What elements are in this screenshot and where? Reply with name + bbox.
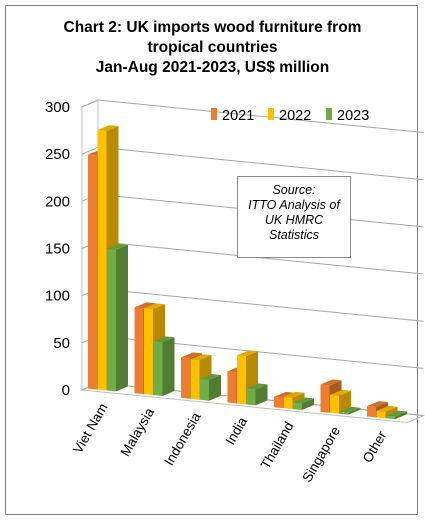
category-label: Thailand	[258, 419, 297, 471]
bar-front	[376, 410, 386, 419]
bar-front	[88, 154, 97, 390]
bar-2023-viet-nam	[107, 244, 128, 392]
bar-top	[134, 302, 156, 309]
legend: 2021 2022 2023	[211, 108, 369, 124]
y-tick-label: 100	[45, 288, 70, 305]
bar-front	[293, 402, 302, 410]
bar-front	[153, 341, 163, 397]
bar-2023-indonesia	[200, 374, 221, 401]
bar-top	[274, 391, 295, 398]
source-line-1: Source:	[272, 183, 316, 197]
source-line-2: ITTO Analysis of	[248, 198, 340, 212]
bar-top	[190, 354, 212, 361]
gridline	[97, 146, 424, 181]
bar-front	[330, 394, 339, 414]
source-line-3: UK HMRC	[264, 213, 324, 227]
bar-front	[144, 308, 153, 396]
source-annotation: Source: ITTO Analysis of UK HMRC Statist…	[237, 176, 351, 258]
bar-front	[97, 130, 107, 391]
bar-side	[395, 411, 407, 420]
bar-top	[330, 389, 351, 396]
bar-side	[209, 374, 221, 401]
bar-2023-thailand	[293, 397, 314, 410]
bar-top	[97, 125, 119, 132]
bar-front	[320, 384, 330, 413]
legend-label-2021: 2021	[222, 108, 254, 124]
y-tick-label: 250	[45, 146, 70, 163]
bar-front	[367, 406, 376, 418]
bar-side	[348, 407, 361, 415]
y-tick-label: 50	[53, 335, 70, 352]
bar-front	[227, 371, 237, 404]
bar-2023-india	[246, 383, 268, 406]
bar-top	[200, 374, 221, 380]
bar-top	[339, 406, 361, 413]
legend-label-2023: 2023	[337, 108, 369, 124]
bar-top	[293, 397, 314, 404]
bar-front	[274, 396, 283, 409]
category-label: Indonesia	[161, 409, 204, 468]
category-label: Viet Nam	[70, 401, 111, 456]
bar-top	[320, 379, 342, 386]
bar-top	[283, 391, 305, 398]
gridline	[97, 99, 424, 134]
bar-front	[386, 415, 395, 420]
bar-front	[283, 396, 293, 410]
bar-2023-singapore	[339, 406, 361, 415]
bar-top	[386, 410, 407, 417]
bar-front	[190, 359, 200, 400]
category-label: Malaysia	[117, 405, 157, 459]
bar-front	[107, 249, 116, 392]
source-line-4: Statistics	[268, 228, 319, 242]
bar-side	[302, 398, 314, 410]
legend-swatch-2021	[211, 108, 217, 120]
bar-2022-singapore	[330, 389, 351, 414]
category-label: Singapore	[299, 424, 343, 485]
gridline-side	[81, 146, 99, 155]
chart-title-line-1: Chart 2: UK imports wood furniture from	[63, 19, 362, 36]
bar-front	[200, 379, 209, 401]
category-label: India	[222, 414, 250, 447]
y-tick-label: 200	[45, 193, 70, 210]
gridline-side	[81, 99, 99, 108]
y-tick-label: 150	[45, 241, 70, 258]
bar-side	[162, 337, 175, 397]
gridline	[97, 288, 424, 322]
bar-2023-malaysia	[153, 336, 175, 397]
bar-front	[339, 411, 349, 415]
bar-top	[107, 244, 128, 250]
bar-top	[144, 303, 165, 310]
bar-front	[237, 355, 246, 405]
chart-title-line-3: Jan-Aug 2021-2023, US$ million	[95, 59, 330, 76]
y-tick-label: 0	[62, 382, 70, 399]
legend-label-2022: 2022	[279, 108, 311, 124]
legend-swatch-2023	[326, 108, 332, 120]
legend-swatch-2022	[268, 108, 274, 120]
bar-side	[116, 244, 128, 392]
bar-front	[181, 357, 190, 399]
bar-top	[153, 336, 175, 343]
bar-2023-other	[386, 410, 407, 420]
bar-side	[255, 384, 268, 406]
category-label: Other	[360, 428, 390, 465]
bar-front	[134, 307, 144, 395]
bars	[88, 125, 407, 420]
bar-top	[237, 350, 258, 357]
y-axis-ticks: 0 50 100 150 200 250 300	[45, 99, 70, 399]
chart-frame	[5, 5, 418, 515]
bar-top	[376, 405, 398, 412]
bar-top	[367, 401, 388, 408]
chart-title: Chart 2: UK imports wood furniture from …	[0, 18, 425, 78]
bar-front	[246, 388, 256, 406]
bar-top	[246, 383, 268, 390]
bar-side	[339, 390, 351, 414]
y-tick-label: 300	[45, 99, 70, 116]
chart-title-line-2: tropical countries	[147, 39, 278, 56]
bar-top	[181, 352, 202, 359]
